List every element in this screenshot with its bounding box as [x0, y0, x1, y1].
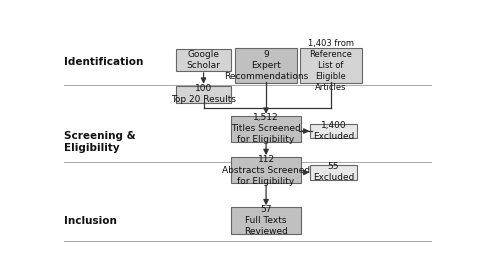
Text: Google
Scholar: Google Scholar [186, 50, 221, 70]
FancyBboxPatch shape [310, 165, 357, 180]
FancyBboxPatch shape [235, 48, 297, 83]
Text: 112
Abstracts Screened
for Eligibility: 112 Abstracts Screened for Eligibility [222, 155, 310, 186]
FancyBboxPatch shape [300, 48, 362, 83]
Text: Screening &
Eligibility: Screening & Eligibility [64, 131, 136, 153]
Text: 55
Excluded: 55 Excluded [313, 162, 354, 182]
Text: 9
Expert
Recommendations: 9 Expert Recommendations [224, 50, 308, 81]
Text: 1,403 from
Reference
List of
Eligible
Articles: 1,403 from Reference List of Eligible Ar… [308, 39, 354, 92]
Text: 57
Full Texts
Reviewed: 57 Full Texts Reviewed [244, 205, 288, 236]
Text: 1,400
Excluded: 1,400 Excluded [313, 121, 354, 141]
FancyBboxPatch shape [231, 116, 301, 142]
FancyBboxPatch shape [310, 124, 357, 138]
FancyBboxPatch shape [231, 207, 301, 233]
FancyBboxPatch shape [176, 49, 231, 71]
FancyBboxPatch shape [231, 157, 301, 183]
Text: 100
Top 20 Results: 100 Top 20 Results [171, 84, 236, 104]
Text: Inclusion: Inclusion [64, 216, 117, 226]
FancyBboxPatch shape [176, 86, 231, 103]
Text: Identification: Identification [64, 57, 143, 67]
Text: 1,512
Titles Screened
for Eligibility: 1,512 Titles Screened for Eligibility [231, 113, 301, 144]
